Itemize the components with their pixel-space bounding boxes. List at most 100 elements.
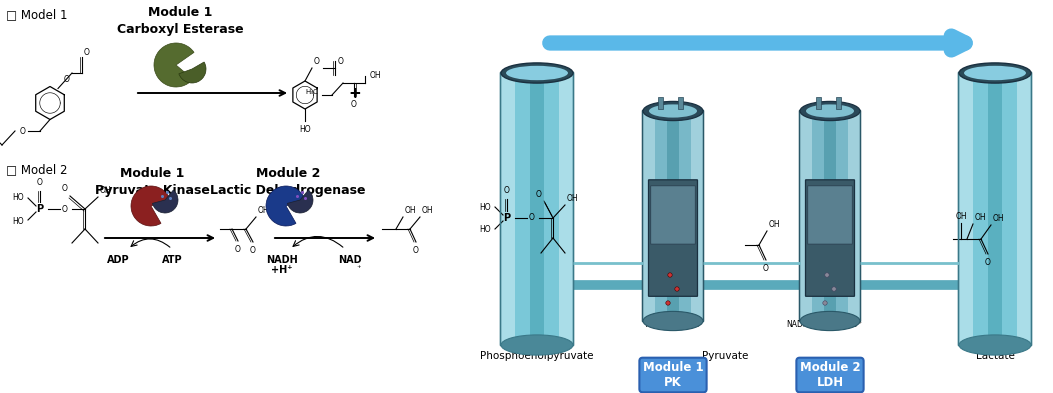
Text: O: O: [314, 57, 320, 66]
FancyBboxPatch shape: [808, 186, 852, 244]
Text: Module 1: Module 1: [120, 167, 184, 180]
Text: P: P: [37, 204, 43, 214]
Text: OH: OH: [100, 186, 112, 195]
Bar: [812, 111, 824, 321]
Bar: [506, 73, 568, 345]
Text: O: O: [413, 246, 419, 255]
Text: HO: HO: [479, 202, 491, 211]
Wedge shape: [153, 190, 178, 213]
Text: Module 2: Module 2: [256, 167, 320, 180]
Bar: [815, 97, 820, 109]
Text: OH: OH: [567, 194, 579, 203]
Text: OH: OH: [993, 214, 1005, 223]
Text: NADH+H⁺: NADH+H⁺: [787, 320, 826, 329]
Ellipse shape: [800, 101, 860, 121]
FancyBboxPatch shape: [806, 180, 854, 296]
Circle shape: [668, 273, 672, 277]
Text: O: O: [235, 245, 241, 254]
Text: O: O: [19, 127, 25, 136]
Text: ADP: ADP: [106, 255, 130, 265]
Text: O: O: [338, 57, 344, 66]
Text: ⁺: ⁺: [356, 264, 360, 273]
Text: OH: OH: [769, 220, 780, 229]
Bar: [658, 97, 663, 109]
Text: HO: HO: [12, 217, 23, 226]
Text: Module 2
LDH: Module 2 LDH: [799, 361, 860, 389]
Ellipse shape: [806, 105, 854, 118]
Text: Pyruvate Kinase: Pyruvate Kinase: [95, 184, 210, 197]
Ellipse shape: [800, 311, 860, 331]
Text: Pyruvate: Pyruvate: [701, 351, 749, 361]
Bar: [1002, 73, 1016, 345]
Text: O: O: [250, 246, 256, 255]
Text: ATP: ATP: [162, 255, 182, 265]
Bar: [530, 73, 544, 345]
Bar: [1016, 73, 1031, 345]
Text: NAD: NAD: [338, 255, 362, 265]
Bar: [824, 111, 836, 321]
Bar: [544, 73, 558, 345]
Text: O: O: [985, 258, 991, 267]
Text: Lactate: Lactate: [975, 351, 1014, 361]
FancyBboxPatch shape: [649, 180, 697, 296]
Ellipse shape: [643, 311, 703, 331]
Bar: [965, 73, 1026, 345]
FancyBboxPatch shape: [651, 186, 695, 244]
Ellipse shape: [959, 63, 1031, 83]
Bar: [836, 111, 848, 321]
Bar: [667, 111, 679, 321]
Text: H₃C: H₃C: [305, 89, 318, 95]
Bar: [679, 111, 691, 321]
Bar: [558, 73, 573, 345]
Bar: [643, 111, 655, 321]
Text: O: O: [61, 184, 67, 193]
Bar: [988, 73, 1002, 345]
Bar: [973, 73, 988, 345]
Text: HO: HO: [12, 193, 23, 202]
Bar: [691, 111, 703, 321]
Ellipse shape: [501, 63, 573, 83]
Text: OH: OH: [370, 72, 381, 81]
Text: +: +: [349, 86, 361, 101]
Text: O: O: [84, 48, 90, 57]
Text: ADP: ADP: [645, 320, 664, 329]
Text: HO: HO: [299, 125, 311, 134]
Text: HO: HO: [479, 226, 491, 235]
Ellipse shape: [501, 335, 573, 355]
Text: O: O: [37, 178, 43, 187]
Text: □ Model 1: □ Model 1: [6, 8, 67, 21]
Circle shape: [675, 287, 679, 291]
Text: OH: OH: [955, 212, 967, 221]
Bar: [959, 73, 973, 345]
Text: O: O: [763, 264, 769, 273]
Ellipse shape: [643, 101, 703, 121]
Text: Module 1
PK: Module 1 PK: [642, 361, 703, 389]
Text: O: O: [62, 204, 67, 213]
Text: O: O: [529, 213, 535, 222]
Text: □ Model 2: □ Model 2: [6, 163, 67, 176]
Text: +H⁺: +H⁺: [272, 265, 293, 275]
Bar: [848, 111, 860, 321]
Text: Carboxyl Esterase: Carboxyl Esterase: [117, 23, 243, 36]
Bar: [655, 111, 667, 321]
Bar: [501, 73, 573, 345]
Circle shape: [824, 273, 829, 277]
Text: OH: OH: [405, 206, 417, 215]
Text: NAD⁺: NAD⁺: [841, 320, 862, 329]
Wedge shape: [287, 190, 313, 213]
Bar: [501, 73, 515, 345]
Text: O: O: [351, 100, 357, 109]
Circle shape: [665, 301, 670, 305]
Circle shape: [832, 287, 836, 291]
Bar: [835, 97, 840, 109]
Text: P: P: [503, 213, 511, 223]
Bar: [515, 73, 530, 345]
Bar: [980, 73, 1010, 345]
Text: O: O: [64, 75, 69, 84]
Text: ATP: ATP: [687, 320, 703, 329]
Wedge shape: [266, 186, 304, 226]
Wedge shape: [179, 62, 206, 83]
Bar: [800, 111, 812, 321]
Bar: [522, 73, 552, 345]
Text: OH: OH: [975, 213, 987, 222]
